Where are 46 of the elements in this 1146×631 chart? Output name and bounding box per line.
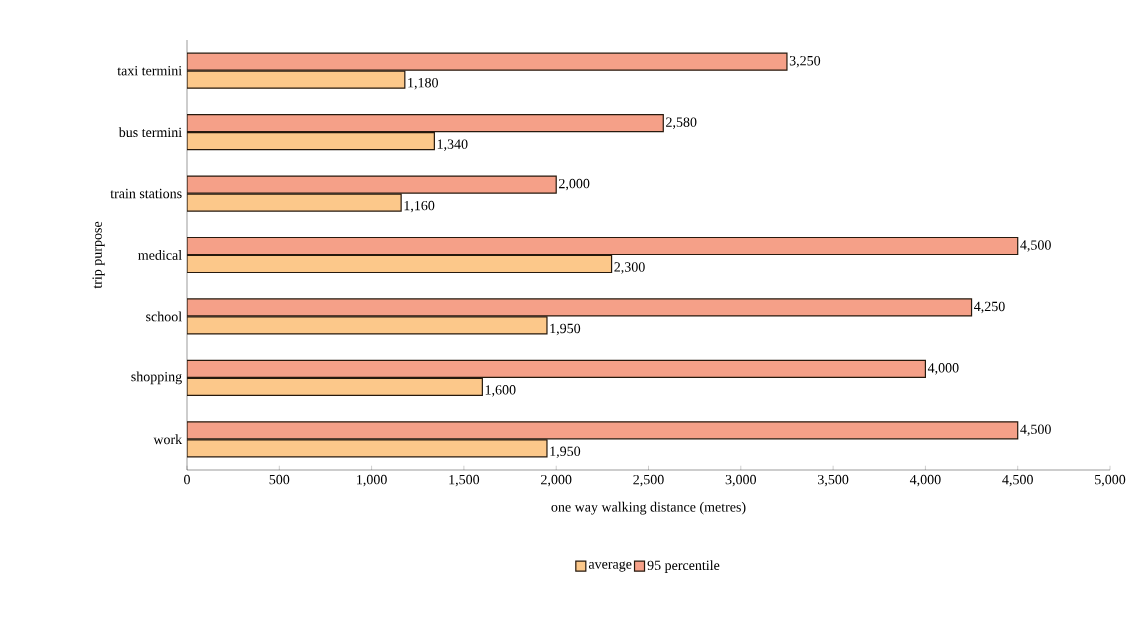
x-tick-label: 2,500 (633, 474, 664, 487)
data-label: 1,340 (437, 139, 468, 151)
y-tick-label: bus termini (118, 127, 182, 138)
legend-label: 95 percentile (647, 560, 720, 573)
data-label: 2,300 (614, 262, 645, 274)
y-tick-label: school (146, 311, 182, 322)
data-label: 3,250 (789, 55, 821, 68)
data-label: 1,600 (485, 385, 516, 397)
x-tick-label: 1,000 (357, 474, 387, 487)
x-axis-title: one way walking distance (metres) (551, 501, 746, 515)
data-label: 4,500 (1020, 424, 1051, 437)
x-tick-label: 2,000 (541, 474, 572, 487)
data-label: 2,000 (559, 178, 590, 191)
bar (187, 52, 788, 71)
y-tick-label: taxi termini (117, 66, 182, 76)
data-label: 1,180 (408, 77, 438, 90)
x-tick-label: 4,500 (1002, 474, 1033, 487)
bar (187, 421, 1019, 440)
x-tick-label: 5,000 (1095, 474, 1126, 487)
y-tick-label: train stations (110, 188, 182, 199)
bar (187, 114, 664, 133)
bar (187, 132, 435, 151)
y-tick-label: shopping (131, 371, 182, 385)
y-axis-title: trip purpose (92, 221, 105, 289)
x-tick-label: 3,000 (725, 474, 757, 487)
bar (187, 377, 483, 396)
bar (187, 70, 406, 89)
bar (187, 254, 613, 274)
data-label: 1,950 (550, 446, 581, 459)
bar (187, 359, 927, 378)
y-tick-label: work (153, 434, 183, 445)
x-tick-label: 500 (269, 474, 290, 485)
x-tick-label: 1,500 (449, 474, 480, 487)
data-label: 4,250 (974, 301, 1005, 314)
data-label: 4,000 (927, 363, 959, 375)
bar (187, 439, 548, 458)
data-label: 1,160 (404, 200, 435, 213)
bar (187, 236, 1019, 256)
y-tick-label: medical (138, 250, 182, 260)
x-tick-label: 3,500 (818, 474, 849, 487)
data-label: 4,500 (1020, 240, 1051, 252)
data-label: 2,580 (666, 117, 697, 129)
x-tick-label: 4,000 (909, 474, 941, 487)
data-label: 1,950 (550, 323, 581, 336)
legend-label: average (588, 561, 632, 572)
x-tick-label: 0 (184, 474, 190, 485)
